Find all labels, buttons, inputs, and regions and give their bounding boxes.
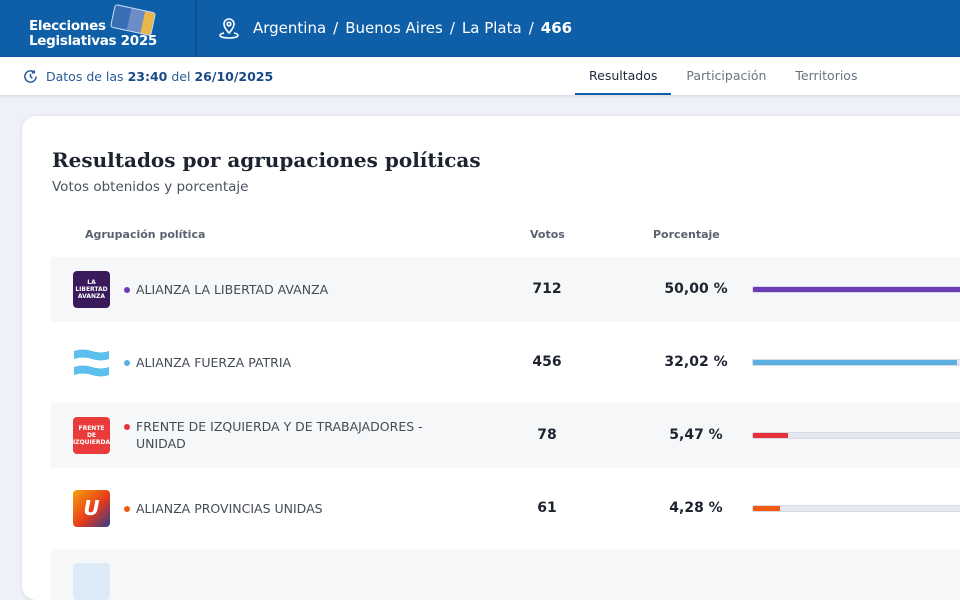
party-name-cell: ALIANZA LA LIBERTAD AVANZA [124, 281, 464, 298]
party-color-dot [124, 287, 130, 293]
table-row[interactable]: ALIANZA FUERZA PATRIA 456 32,02 % [51, 330, 960, 395]
update-time: 23:40 [127, 69, 168, 84]
percent-bar-fill [753, 433, 788, 438]
breadcrumb-item[interactable]: Buenos Aires [345, 19, 443, 37]
table-row[interactable] [51, 549, 960, 600]
breadcrumb-current: 466 [540, 19, 573, 37]
breadcrumb-item[interactable]: La Plata [461, 19, 522, 37]
party-name-cell: ALIANZA PROVINCIAS UNIDAS [124, 500, 464, 517]
update-info: Datos de las 23:40 del 26/10/2025 [23, 69, 277, 84]
percent-value: 32,02 % [664, 354, 728, 370]
breadcrumb-sep: / [449, 19, 455, 37]
party-logo-text: FRENTE DE IZQUIERDA [72, 425, 111, 446]
party-name: ALIANZA PROVINCIAS UNIDAS [136, 501, 323, 516]
percent-value: 50,00 % [664, 281, 728, 297]
breadcrumb-sep: / [333, 19, 339, 37]
party-color-dot [124, 424, 130, 430]
col-header-party: Agrupación política [85, 228, 206, 241]
col-header-percent: Porcentaje [653, 228, 720, 241]
percent-value: 5,47 % [669, 427, 723, 443]
update-prefix: Datos de las [46, 69, 124, 84]
sub-header: Datos de las 23:40 del 26/10/2025 Resultado… [0, 57, 960, 95]
votes-value: 61 [537, 500, 557, 516]
party-logo-text: U [83, 496, 100, 520]
votes-value: 456 [532, 354, 562, 370]
brand-line2: Legislativas 2025 [29, 33, 158, 49]
update-mid: del [171, 69, 191, 84]
party-logo-text: LA LIBERTAD AVANZA [75, 279, 108, 300]
party-logo: U [73, 490, 110, 527]
party-logo: LA LIBERTAD AVANZA [73, 271, 110, 308]
party-logo [73, 563, 110, 600]
percent-bar-fill [753, 360, 957, 365]
refresh-clock-icon [24, 70, 37, 83]
votes-value: 712 [532, 281, 562, 297]
brand-line1: Elecciones [29, 18, 106, 34]
breadcrumb: Argentina / Buenos Aires / La Plata / 466 [217, 16, 572, 40]
party-name: ALIANZA LA LIBERTAD AVANZA [136, 282, 329, 297]
breadcrumb-item[interactable]: Argentina [253, 19, 327, 37]
votes-value: 78 [537, 427, 557, 443]
col-header-votes: Votos [530, 228, 565, 241]
party-color-dot [124, 506, 130, 512]
tab-participacion[interactable]: Participación [686, 68, 767, 83]
party-name: FRENTE DE IZQUIERDA Y DE TRABAJADORES - … [136, 419, 423, 451]
tab-resultados[interactable]: Resultados [575, 57, 672, 95]
results-card: Resultados por agrupaciones políticas Vo… [22, 116, 960, 600]
tab-territorios[interactable]: Territorios [795, 68, 858, 83]
breadcrumb-sep: / [528, 19, 534, 37]
table-row[interactable]: LA LIBERTAD AVANZA ALIANZA LA LIBERTAD A… [51, 257, 960, 322]
top-bar: Elecciones Legislativas 2025 Argentina / B… [0, 0, 960, 57]
party-logo [73, 344, 110, 381]
update-date: 26/10/2025 [194, 69, 274, 84]
percent-bar [752, 286, 960, 293]
table-row[interactable]: U ALIANZA PROVINCIAS UNIDAS 61 4,28 % [51, 476, 960, 541]
party-name-cell: ALIANZA FUERZA PATRIA [124, 354, 464, 371]
party-logo: FRENTE DE IZQUIERDA [73, 417, 110, 454]
card-title: Resultados por agrupaciones políticas [52, 148, 481, 172]
location-pin-icon [219, 18, 239, 39]
party-name: ALIANZA FUERZA PATRIA [136, 355, 292, 370]
table-row[interactable]: FRENTE DE IZQUIERDA FRENTE DE IZQUIERDA … [51, 403, 960, 468]
tabs: Resultados Participación Territorios [575, 57, 872, 95]
brand-logo[interactable]: Elecciones Legislativas 2025 [0, 0, 197, 57]
percent-bar-fill [753, 506, 781, 511]
percent-value: 4,28 % [669, 500, 723, 516]
percent-bar [752, 505, 960, 512]
party-color-dot [124, 360, 130, 366]
percent-bar-fill [753, 287, 960, 292]
party-name-cell: FRENTE DE IZQUIERDA Y DE TRABAJADORES - … [124, 418, 464, 452]
percent-bar [752, 432, 960, 439]
card-subtitle: Votos obtenidos y porcentaje [52, 179, 249, 195]
percent-bar [752, 359, 960, 366]
